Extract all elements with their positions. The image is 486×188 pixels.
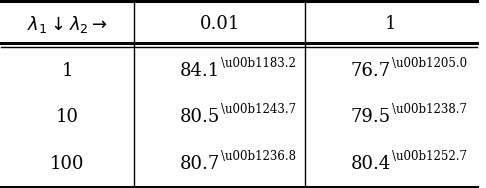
Text: \u00b1252.7: \u00b1252.7 xyxy=(392,150,468,163)
Text: 0.01: 0.01 xyxy=(199,15,240,33)
Text: 80.5: 80.5 xyxy=(179,108,220,126)
Text: \u00b1205.0: \u00b1205.0 xyxy=(392,57,468,70)
Text: 1: 1 xyxy=(385,15,397,33)
Text: 100: 100 xyxy=(50,155,85,173)
Text: 80.7: 80.7 xyxy=(179,155,220,173)
Text: \u00b1243.7: \u00b1243.7 xyxy=(221,103,296,116)
Text: \u00b1183.2: \u00b1183.2 xyxy=(221,57,296,70)
Text: \u00b1238.7: \u00b1238.7 xyxy=(392,103,468,116)
Text: \u00b1236.8: \u00b1236.8 xyxy=(221,150,296,163)
Text: 10: 10 xyxy=(56,108,79,126)
Text: 79.5: 79.5 xyxy=(351,108,391,126)
Text: 80.4: 80.4 xyxy=(351,155,391,173)
Text: $\lambda_1 \downarrow \lambda_2 \rightarrow$: $\lambda_1 \downarrow \lambda_2 \rightar… xyxy=(27,14,108,35)
Text: 84.1: 84.1 xyxy=(179,62,220,80)
Text: 1: 1 xyxy=(62,62,73,80)
Text: 76.7: 76.7 xyxy=(351,62,391,80)
